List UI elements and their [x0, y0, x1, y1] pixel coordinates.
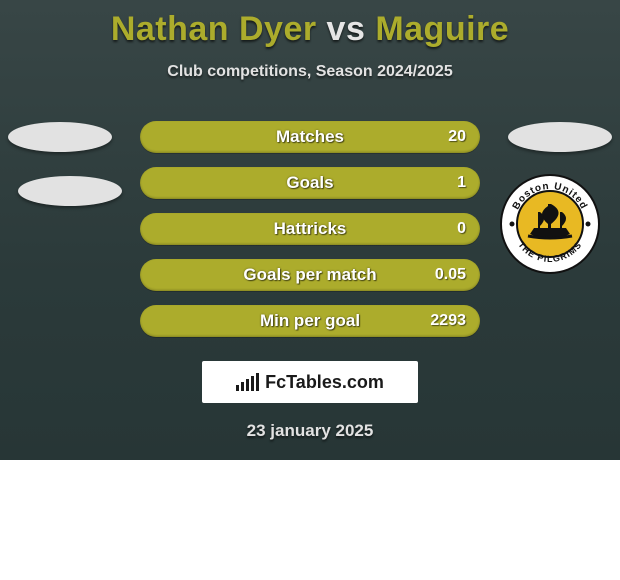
stat-right-value: 2293 [430, 312, 466, 330]
stat-label: Goals [286, 173, 333, 193]
page-title: Nathan Dyer vs Maguire [0, 10, 620, 49]
stat-row: Min per goal 2293 [140, 305, 480, 337]
player2-name: Maguire [375, 10, 509, 48]
player1-name: Nathan Dyer [111, 10, 317, 48]
source-logo: FcTables.com [202, 361, 418, 403]
snapshot-date: 23 january 2025 [0, 421, 620, 441]
stat-row: Goals 1 [140, 167, 480, 199]
comparison-card: Nathan Dyer vs Maguire Club competitions… [0, 0, 620, 460]
left-decor-ellipse-1 [8, 122, 112, 152]
stat-right-value: 0 [457, 220, 466, 238]
stat-row: Goals per match 0.05 [140, 259, 480, 291]
stat-right-value: 1 [457, 174, 466, 192]
club-badge: Boston United THE PILGRIMS [500, 174, 600, 274]
club-badge-svg: Boston United THE PILGRIMS [500, 174, 600, 274]
stat-label: Goals per match [243, 265, 376, 285]
right-decor-ellipse-1 [508, 122, 612, 152]
stat-label: Matches [276, 127, 344, 147]
stat-row: Hattricks 0 [140, 213, 480, 245]
vs-separator: vs [327, 10, 366, 48]
stat-row: Matches 20 [140, 121, 480, 153]
bars-icon [236, 373, 259, 391]
subtitle: Club competitions, Season 2024/2025 [0, 63, 620, 81]
left-decor-ellipse-2 [18, 176, 122, 206]
source-logo-text: FcTables.com [265, 372, 384, 393]
stat-right-value: 20 [448, 128, 466, 146]
stat-label: Hattricks [274, 219, 347, 239]
stat-label: Min per goal [260, 311, 360, 331]
stat-right-value: 0.05 [435, 266, 466, 284]
